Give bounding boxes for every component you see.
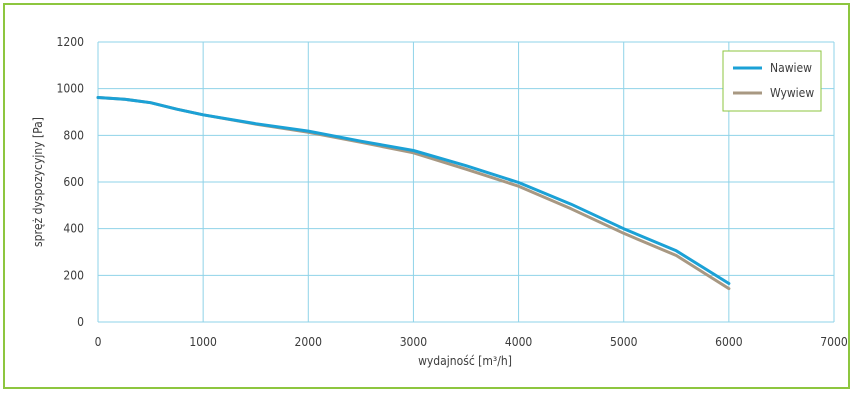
x-tick-label: 6000 — [715, 335, 743, 349]
x-tick-label: 0 — [95, 335, 102, 349]
series-line-nawiew — [96, 96, 731, 285]
legend-label-nawiew: Nawiew — [770, 61, 812, 75]
x-tick-label: 3000 — [400, 335, 428, 349]
y-tick-labels: 0 200 400 600 800 1000 1200 — [57, 35, 85, 329]
y-axis-title: spręż dyspozycyjny [Pa] — [31, 117, 45, 247]
y-tick-label: 400 — [63, 222, 84, 236]
legend-label-wywiew: Wywiew — [770, 86, 814, 100]
x-tick-label: 4000 — [505, 335, 533, 349]
series-lines — [96, 96, 731, 291]
x-tick-label: 2000 — [295, 335, 323, 349]
x-tick-label: 5000 — [610, 335, 638, 349]
x-tick-label: 1000 — [189, 335, 217, 349]
y-tick-label: 0 — [77, 315, 84, 329]
x-tick-labels: 0 1000 2000 3000 4000 5000 6000 7000 — [95, 335, 848, 349]
y-tick-label: 200 — [63, 268, 84, 282]
y-tick-label: 1200 — [57, 35, 85, 49]
legend-box — [722, 50, 822, 112]
chart-frame — [3, 3, 850, 389]
legend: Nawiew Wywiew — [722, 50, 822, 112]
y-tick-label: 1000 — [57, 82, 85, 96]
x-axis-title: wydajność [m³/h] — [418, 354, 512, 368]
y-tick-label: 600 — [63, 175, 84, 189]
y-tick-label: 800 — [63, 128, 84, 142]
x-tick-label: 7000 — [820, 335, 848, 349]
